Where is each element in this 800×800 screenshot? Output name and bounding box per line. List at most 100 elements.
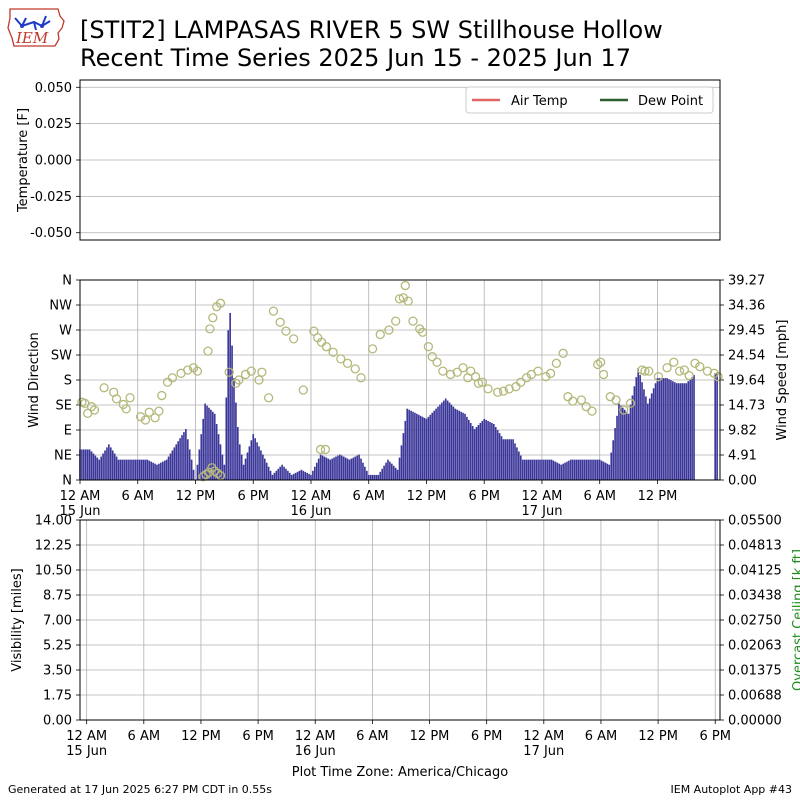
x-axis-label: Plot Time Zone: America/Chicago <box>292 765 508 780</box>
wind-speed-bar <box>147 460 149 480</box>
wind-dir-point <box>258 368 266 376</box>
wind-speed-bar <box>501 436 503 480</box>
wind-speed-bar <box>347 459 349 480</box>
wind-dir-ylabel: Wind Direction <box>27 332 42 428</box>
wind-dir-point <box>155 407 163 415</box>
wind-dir-point <box>265 394 273 402</box>
wind-speed-bar <box>329 460 331 480</box>
wind-speed-bar <box>91 451 93 480</box>
wind-dir-tick-label: NW <box>49 299 72 314</box>
wind-speed-bar <box>595 460 597 480</box>
wind-speed-bar <box>668 379 670 480</box>
wind-speed-bar <box>287 471 289 480</box>
wind-speed-bar <box>150 462 152 480</box>
wind-speed-bar <box>612 440 614 480</box>
wind-speed-bar <box>687 381 689 480</box>
wind-speed-bar <box>510 439 512 480</box>
wind-speed-bar <box>316 463 318 480</box>
wind-speed-bar <box>264 459 266 480</box>
wind-speed-bar <box>162 462 164 480</box>
wind-speed-bar <box>526 460 528 480</box>
wind-speed-bar <box>682 383 684 480</box>
wind-speed-bar <box>197 465 199 480</box>
wind-speed-tick-label: 34.36 <box>728 299 765 314</box>
wind-speed-bar <box>597 460 599 480</box>
wind-dir-point <box>276 318 284 326</box>
wind-dir-point <box>484 385 492 393</box>
wind-speed-bar <box>104 450 106 480</box>
vis-xtick-label: 6 AM <box>128 729 161 744</box>
vis-ytick-label: 12.25 <box>35 539 72 554</box>
wind-speed-bar <box>474 429 476 480</box>
wind-speed-bar <box>416 414 418 480</box>
wind-xtick-label: 6 AM <box>352 489 385 504</box>
wind-speed-bar <box>487 421 489 480</box>
wind-speed-bar <box>555 462 557 480</box>
wind-speed-bar <box>449 403 451 480</box>
vis-ytick-label: 3.50 <box>43 664 72 679</box>
ceiling-ytick-label: 0.00000 <box>728 714 782 729</box>
wind-speed-bar <box>270 471 272 480</box>
wind-speed-bar <box>289 473 291 480</box>
vis-ytick-label: 0.00 <box>43 714 72 729</box>
wind-speed-bar <box>339 455 341 480</box>
wind-speed-bar <box>277 469 279 480</box>
wind-speed-bar <box>483 419 485 480</box>
wind-speed-bar <box>368 475 370 480</box>
wind-speed-bar <box>337 456 339 480</box>
wind-xtick-label: 12 AM 17 Jun <box>521 489 562 519</box>
wind-speed-bar <box>135 460 137 480</box>
wind-speed-bar <box>439 405 441 480</box>
wind-speed-bar <box>235 403 237 480</box>
wind-speed-bar <box>670 380 672 480</box>
wind-speed-bar <box>172 450 174 480</box>
wind-speed-bar <box>175 444 177 480</box>
wind-speed-bar <box>383 466 385 480</box>
wind-speed-bar <box>437 407 439 480</box>
wind-speed-bar <box>580 460 582 480</box>
wind-speed-bar <box>279 467 281 480</box>
wind-speed-bar <box>166 460 168 480</box>
wind-speed-bar <box>691 377 693 480</box>
wind-speed-bar <box>366 471 368 480</box>
wind-speed-bar <box>345 458 347 480</box>
wind-speed-bar <box>456 410 458 480</box>
wind-dir-point <box>282 327 290 335</box>
wind-speed-bar <box>252 434 254 480</box>
wind-speed-bar <box>560 465 562 480</box>
wind-speed-tick-label: 29.45 <box>728 324 765 339</box>
wind-speed-bar <box>81 449 83 480</box>
wind-speed-tick-label: 9.82 <box>728 423 757 438</box>
wind-dir-point <box>654 373 662 381</box>
wind-speed-bar <box>139 460 141 480</box>
wind-xtick-label: 12 PM <box>176 489 216 504</box>
wind-speed-bar <box>659 378 661 480</box>
wind-speed-bar <box>674 382 676 480</box>
wind-dir-point <box>559 349 567 357</box>
wind-speed-bar <box>574 460 576 480</box>
temp-ytick-label: -0.050 <box>30 226 72 241</box>
wind-speed-bar <box>364 467 366 480</box>
wind-speed-bar <box>358 455 360 480</box>
wind-speed-bar <box>601 461 603 480</box>
wind-dir-point <box>459 364 467 372</box>
wind-speed-bar <box>125 460 127 480</box>
wind-speed-bar <box>657 378 659 480</box>
wind-speed-bar <box>514 443 516 480</box>
wind-speed-bar <box>97 458 99 480</box>
wind-speed-bar <box>485 420 487 480</box>
wind-speed-bar <box>693 375 695 480</box>
legend-air-temp-label: Air Temp <box>511 94 568 109</box>
wind-speed-bar <box>170 454 172 480</box>
wind-speed-bar <box>112 450 114 480</box>
vis-ytick-label: 8.75 <box>43 589 72 604</box>
wind-speed-bar <box>530 460 532 480</box>
wind-speed-bar <box>543 460 545 480</box>
wind-speed-bar <box>191 460 193 480</box>
wind-speed-bar <box>272 475 274 480</box>
wind-speed-bar <box>497 430 499 480</box>
wind-speed-bar <box>508 439 510 480</box>
wind-speed-bar <box>137 460 139 480</box>
wind-speed-tick-label: 0.00 <box>728 474 757 489</box>
wind-speed-bar <box>391 464 393 480</box>
